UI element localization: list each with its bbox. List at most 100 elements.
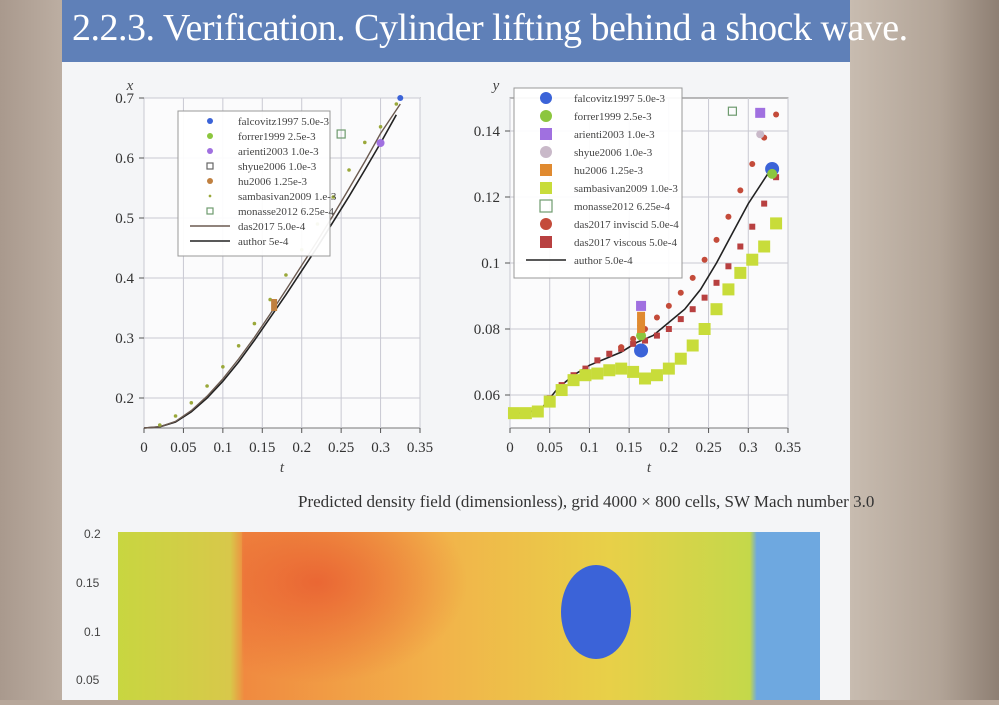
data-point bbox=[653, 332, 660, 339]
data-point bbox=[630, 340, 637, 347]
legend-marker bbox=[540, 218, 552, 230]
x-tick-label: 0.25 bbox=[328, 440, 354, 456]
x-tick-label: 0.25 bbox=[695, 440, 721, 456]
density-preshock-region bbox=[758, 532, 820, 700]
data-point bbox=[591, 367, 604, 380]
data-point bbox=[677, 289, 684, 296]
series-falcovitz1997 bbox=[397, 95, 404, 101]
x-tick-label: 0.2 bbox=[659, 440, 678, 456]
y-tick-label: 0.2 bbox=[115, 391, 134, 407]
data-point bbox=[582, 365, 589, 372]
data-point bbox=[653, 314, 660, 321]
trajectory-y-chart: 0 0.05 0.1 0.15 0.2 0.25 0.3 0.35 0.06 0.08 0.1 0.1… bbox=[452, 78, 832, 494]
data-point bbox=[770, 217, 783, 230]
y-tick-label: 0.6 bbox=[115, 151, 134, 167]
x-tick-label: 0.15 bbox=[616, 440, 642, 456]
data-point bbox=[637, 325, 646, 333]
data-point bbox=[749, 223, 756, 230]
legend-label: shyue2006 1.0e-3 bbox=[574, 147, 653, 159]
data-point bbox=[756, 130, 765, 139]
legend-label: hu2006 1.25e-3 bbox=[238, 176, 308, 188]
data-point bbox=[363, 140, 367, 145]
y-axis-label: x bbox=[126, 78, 134, 94]
data-point bbox=[603, 364, 616, 377]
data-point bbox=[665, 302, 672, 309]
data-point bbox=[271, 305, 278, 311]
series-author bbox=[510, 166, 773, 415]
x-tick-label: 0.3 bbox=[371, 440, 390, 456]
field-ytick-label: 0.15 bbox=[76, 576, 100, 590]
density-field-svg bbox=[118, 532, 820, 700]
legend-label: falcovitz1997 5.0e-3 bbox=[574, 93, 666, 105]
data-point bbox=[710, 303, 723, 316]
data-point bbox=[636, 300, 647, 311]
y-axis-label: y bbox=[491, 78, 500, 94]
x-tick-label: 0.2 bbox=[292, 440, 311, 456]
title-bar: 2.2.3. Verification. Cylinder lifting be… bbox=[62, 0, 908, 62]
x-axis-label: t bbox=[280, 460, 285, 476]
data-point bbox=[727, 106, 737, 116]
legend-label: forrer1999 2.5e-3 bbox=[238, 131, 316, 143]
data-point bbox=[606, 350, 613, 357]
density-field-plot bbox=[118, 532, 820, 700]
y-tick-label: 0.12 bbox=[474, 190, 500, 206]
x-tick-label: 0.1 bbox=[580, 440, 599, 456]
data-point bbox=[268, 297, 272, 302]
data-point bbox=[394, 102, 399, 106]
data-point bbox=[376, 139, 385, 147]
room-wall-left bbox=[0, 0, 62, 700]
data-point bbox=[378, 125, 383, 129]
y-tick-label: 0.1 bbox=[481, 256, 500, 272]
data-point bbox=[615, 362, 628, 375]
x-tick-label: 0 bbox=[140, 440, 148, 456]
legend-marker bbox=[207, 133, 213, 139]
series-forrer1999 bbox=[636, 168, 778, 341]
trajectory-x-chart: 0 0.05 0.1 0.15 0.2 0.25 0.3 0.35 0.2 0.3 0.4 0.5 0.… bbox=[102, 78, 462, 494]
data-point bbox=[637, 318, 646, 327]
field-ytick-label: 0.1 bbox=[84, 625, 101, 639]
x-tick-label: 0.3 bbox=[739, 440, 758, 456]
trajectory-x-svg: 0 0.05 0.1 0.15 0.2 0.25 0.3 0.35 0.2 0.3 0.4 0.5 0.… bbox=[115, 78, 433, 476]
x-tick-label: 0.35 bbox=[407, 440, 433, 456]
data-point bbox=[331, 195, 336, 199]
data-point bbox=[221, 365, 225, 369]
y-tick-label: 0.14 bbox=[474, 124, 501, 140]
data-point bbox=[555, 384, 568, 397]
data-point bbox=[773, 174, 780, 181]
data-point bbox=[725, 263, 732, 270]
legend-marker bbox=[540, 236, 552, 248]
x-axis-label: t bbox=[647, 460, 652, 476]
data-point bbox=[698, 323, 711, 335]
data-point bbox=[567, 374, 580, 387]
data-point bbox=[749, 161, 756, 167]
legend-marker bbox=[540, 128, 552, 140]
series-monasse2012 bbox=[727, 106, 737, 116]
data-point bbox=[618, 344, 625, 351]
x-tick-label: 0.1 bbox=[213, 440, 232, 456]
legend-marker bbox=[208, 194, 212, 198]
series-hu2006 bbox=[271, 299, 278, 311]
series-sambasivan2009 bbox=[157, 102, 399, 427]
legend-label: sambasivan2009 1.0e-3 bbox=[574, 183, 678, 195]
series-das2017 bbox=[143, 103, 401, 429]
data-point bbox=[665, 326, 672, 332]
legend-marker bbox=[540, 146, 552, 158]
data-point bbox=[758, 240, 771, 253]
legend-label: sambasivan2009 1.e-3 bbox=[238, 191, 337, 203]
legend-marker bbox=[207, 148, 213, 154]
series-shyue2006 bbox=[756, 130, 765, 139]
data-point bbox=[650, 369, 663, 382]
x-tick-label: 0.05 bbox=[170, 440, 196, 456]
data-point bbox=[701, 256, 708, 263]
y-tick-label: 0.7 bbox=[115, 91, 134, 107]
data-point bbox=[579, 369, 592, 382]
series-arienti2003 bbox=[376, 139, 385, 147]
y-tick-label: 0.3 bbox=[115, 331, 134, 347]
legend-label: author 5e-4 bbox=[238, 236, 289, 248]
data-point bbox=[767, 168, 778, 179]
density-high-region bbox=[242, 532, 492, 700]
density-field-caption: Predicted density field (dimensionless),… bbox=[298, 492, 875, 511]
legend-marker bbox=[540, 110, 552, 122]
data-point bbox=[746, 253, 759, 266]
data-point bbox=[637, 311, 646, 320]
